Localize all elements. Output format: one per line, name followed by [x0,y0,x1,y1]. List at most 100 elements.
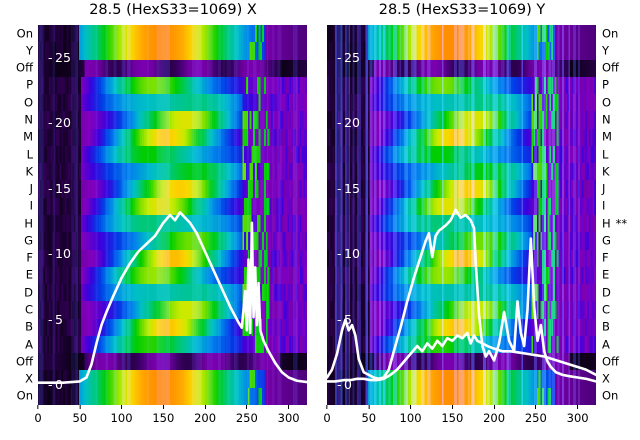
xtick-mark [410,405,412,409]
category-tick-c-16: C [0,304,33,316]
ytick-dash: - [48,377,53,393]
category-tick-m-6: M [0,131,33,144]
heatmap-row [38,335,307,354]
category-tick-l-7: L [602,146,609,161]
heatmap-row [38,76,307,95]
xtick-mark [577,405,579,409]
xtick-label: 300 [566,411,589,425]
category-tick-b-17: B [0,319,33,334]
ytick-dash: - [337,115,342,131]
ytick-dash: - [337,377,342,393]
category-tick-label: E [25,267,33,282]
category-tick-x-20: X [0,373,33,385]
heatmap-row [38,266,307,285]
category-tick-label: H [602,215,611,230]
category-tick-e-14: E [0,267,33,282]
category-tick-i-10: I [0,200,33,213]
category-tick-label: M [602,129,612,144]
ytick-label: -10 [337,246,360,262]
ytick-label: -0 [337,377,352,393]
xtick-mark [326,405,328,409]
xtick-mark [246,405,248,409]
category-tick-label: On [602,25,619,40]
category-tick-g-12: G [0,233,33,248]
category-tick-p-3: P [602,79,609,92]
heatmap-row [38,387,307,405]
category-tick-k-8: K [0,165,33,178]
category-tick-d-15: D [0,286,33,299]
ytick-label: -20 [337,115,360,131]
xtick-label: 200 [483,411,506,425]
xtick-mark [204,405,206,409]
category-tick-label: Off [602,354,619,369]
heatmap-row [38,215,307,233]
heatmap-panel-y[interactable]: -0-5-10-15-20-25 [327,25,596,405]
ytick-dash: - [48,311,53,327]
ytick-value: 10 [344,246,360,262]
heatmap-row [38,128,307,147]
ytick-value: 15 [344,180,360,196]
category-tick-n-5: N [602,114,611,126]
category-tick-label: N [602,112,611,127]
category-tick-j-9: J [602,183,605,195]
xtick-mark [451,405,453,409]
category-tick-y-1: Y [0,44,33,57]
ytick-value: 0 [344,377,352,393]
category-tick-label: K [602,164,610,179]
heatmap-row [38,111,307,130]
xtick: 200 [483,405,505,425]
heatmap-row [38,163,307,182]
category-tick-a-18: A [0,338,33,351]
category-tick-label: J [29,181,33,196]
ytick-dash: - [48,49,53,65]
ytick-value: 5 [55,311,63,327]
category-tick-j-9: J [0,183,33,195]
heatmap-row [38,249,307,268]
ytick-label: -25 [337,49,360,65]
category-tick-on-0: On [602,25,619,40]
xtick: 0 [323,405,331,425]
heatmap-panel-x[interactable]: -0-5-10-15-20-25 [38,25,307,405]
xtick-label: 50 [72,411,88,425]
xtick-label: 100 [110,411,133,425]
xtick-label: 250 [524,411,547,425]
category-tick-g-12: G [602,234,611,247]
heatmap-row [38,59,307,78]
category-tick-label: C [602,302,611,317]
ytick-dash: - [337,49,342,65]
ytick-label: -15 [48,180,71,196]
heatmap-row [38,197,307,216]
ytick-dash: - [337,246,342,262]
category-tick-label: D [602,284,611,299]
category-tick-label: X [25,371,33,386]
xtick-label: 150 [152,411,175,425]
category-tick-label: On [16,388,33,403]
category-tick-label: Off [16,354,33,369]
category-tick-off-19: Off [0,354,33,369]
category-tick-label: L [602,146,609,161]
xtick-mark [493,405,495,409]
xtick: 100 [400,405,422,425]
ytick-value: 15 [55,180,71,196]
category-tick-label: I [602,198,606,213]
ytick-dash: - [337,311,342,327]
xtick-label: 100 [399,411,422,425]
category-tick-label: On [16,25,33,40]
category-tick-e-14: E [602,269,609,282]
xtick-mark [121,405,123,409]
category-tick-label: G [24,233,33,248]
xtick-mark [535,405,537,409]
xtick: 200 [194,405,216,425]
ytick-value: 25 [55,49,71,65]
category-tick-k-8: K [602,164,610,179]
trace-path [38,211,307,385]
category-tick-label: B [25,319,33,334]
category-tick-label: Off [16,60,33,75]
category-tick-label: B [602,319,610,334]
xtick: 300 [278,405,300,425]
ytick-label: -5 [48,311,63,327]
category-tick-label: O [602,94,612,109]
x-axis-right: 0 50 100 150 200 250 300 [323,405,596,439]
category-tick-off-2: Off [602,62,619,74]
